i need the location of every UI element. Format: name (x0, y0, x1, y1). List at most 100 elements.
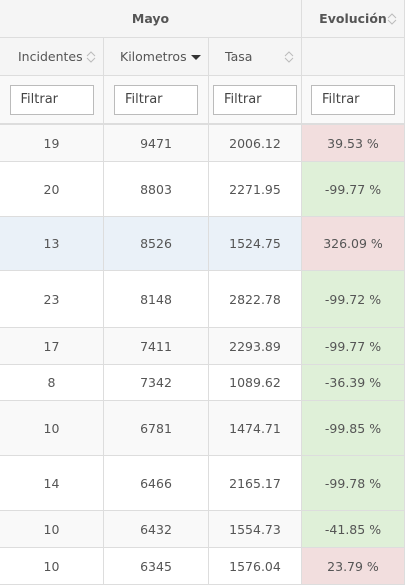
filter-input[interactable]: Filtrar (114, 84, 198, 115)
table-cell: 1524.75 (209, 217, 302, 271)
table-cell: 9471 (104, 125, 209, 162)
table-cell: 23 (0, 271, 104, 328)
filter-input[interactable]: Filtrar (9, 84, 94, 115)
table-cell: 13 (0, 217, 104, 271)
table-cell: 7342 (104, 365, 209, 401)
sort-icon[interactable] (283, 50, 295, 64)
table-cell: 8 (0, 365, 104, 401)
group-header[interactable]: Evolución (302, 0, 405, 38)
filter-input[interactable]: Filtrar (213, 84, 297, 115)
cell-text: 17 (43, 338, 60, 354)
column-header[interactable]: Kilometros (104, 38, 209, 76)
table-cell: -99.77 % (302, 162, 405, 217)
table-cell: 19 (0, 125, 104, 162)
table-cell: 1089.62 (209, 365, 302, 401)
cell-text: 6466 (140, 475, 172, 491)
table-cell: 14 (0, 456, 104, 511)
table-cell: 326.09 % (302, 217, 405, 271)
table-cell: 17 (0, 328, 104, 365)
cell-text: 2293.89 (229, 338, 281, 354)
cell-text: 23 (43, 291, 60, 307)
cell-text: 13 (43, 236, 60, 251)
cell-text: 10 (43, 420, 60, 436)
cell-text: -36.39 % (324, 375, 382, 390)
cell-text: 19 (43, 135, 60, 151)
table-cell: 6432 (104, 511, 209, 548)
table-cell: 1474.71 (209, 401, 302, 456)
table-cell: 2822.78 (209, 271, 302, 328)
cell-text: 10 (43, 521, 60, 537)
filter-cell: Filtrar (104, 76, 209, 125)
cell-text: 8526 (140, 236, 172, 251)
cell-text: -99.77 % (324, 338, 382, 354)
column-header[interactable]: Incidentes (0, 38, 104, 76)
cell-text: 8148 (140, 291, 172, 307)
table-cell: 8526 (104, 217, 209, 271)
table-cell: 1554.73 (209, 511, 302, 548)
table-cell: 8148 (104, 271, 209, 328)
cell-text: 1576.04 (229, 558, 281, 574)
cell-text: 7342 (140, 375, 172, 390)
column-header (302, 38, 405, 76)
filter-cell: Filtrar (302, 76, 405, 125)
table-cell: 7411 (104, 328, 209, 365)
cell-text: 1089.62 (229, 375, 281, 390)
cell-text: Evolución (319, 11, 387, 26)
cell-text: -41.85 % (324, 521, 382, 537)
cell-text: 6432 (140, 521, 172, 537)
cell-text: 326.09 % (323, 236, 383, 251)
table-cell: 2293.89 (209, 328, 302, 365)
cell-text: 2006.12 (229, 135, 281, 151)
cell-text: 9471 (140, 135, 172, 151)
table-cell: 1576.04 (209, 548, 302, 585)
table-cell: -99.85 % (302, 401, 405, 456)
group-header: Mayo (0, 0, 302, 38)
table-cell: 23.79 % (302, 548, 405, 585)
cell-text: Incidentes (18, 49, 83, 64)
sort-icon[interactable] (85, 50, 97, 64)
cell-text: 39.53 % (327, 135, 379, 151)
table-cell: 2165.17 (209, 456, 302, 511)
table-cell: 10 (0, 401, 104, 456)
table-cell: -41.85 % (302, 511, 405, 548)
table-cell: 10 (0, 548, 104, 585)
table-cell: 6466 (104, 456, 209, 511)
cell-text: -99.78 % (324, 475, 382, 491)
filter-cell: Filtrar (209, 76, 302, 125)
table-cell: -99.77 % (302, 328, 405, 365)
cell-text: 2822.78 (229, 291, 281, 307)
cell-text: 23.79 % (327, 558, 379, 574)
sort-icon[interactable] (190, 50, 202, 64)
cell-text: -99.85 % (324, 420, 382, 436)
cell-text: 8803 (140, 181, 172, 197)
cell-text: 7411 (140, 338, 172, 354)
column-header[interactable]: Tasa (209, 38, 302, 76)
table-cell: 2271.95 (209, 162, 302, 217)
table-cell: 6345 (104, 548, 209, 585)
cell-text: 2271.95 (229, 181, 281, 197)
cell-text: Tasa (225, 49, 253, 64)
cell-text: 20 (43, 181, 60, 197)
cell-text: 2165.17 (229, 475, 281, 491)
cell-text: 6345 (140, 558, 172, 574)
cell-text: 14 (43, 475, 60, 491)
cell-text: Kilometros (120, 49, 187, 64)
cell-text: -99.77 % (324, 181, 382, 197)
table-cell: -99.72 % (302, 271, 405, 328)
table-cell: 6781 (104, 401, 209, 456)
table-cell: 39.53 % (302, 125, 405, 162)
table-cell: 10 (0, 511, 104, 548)
filter-input[interactable]: Filtrar (311, 84, 395, 115)
sort-icon[interactable] (386, 12, 398, 26)
cell-text: Mayo (131, 11, 170, 26)
cell-text: 1524.75 (229, 236, 281, 251)
cell-text: 10 (43, 558, 60, 574)
cell-text: 1474.71 (229, 420, 281, 436)
cell-text: 1554.73 (229, 521, 281, 537)
cell-text: -99.72 % (324, 291, 382, 307)
table-cell: 20 (0, 162, 104, 217)
table-cell: -36.39 % (302, 365, 405, 401)
cell-text: 6781 (140, 420, 172, 436)
cell-text: 8 (47, 375, 56, 390)
